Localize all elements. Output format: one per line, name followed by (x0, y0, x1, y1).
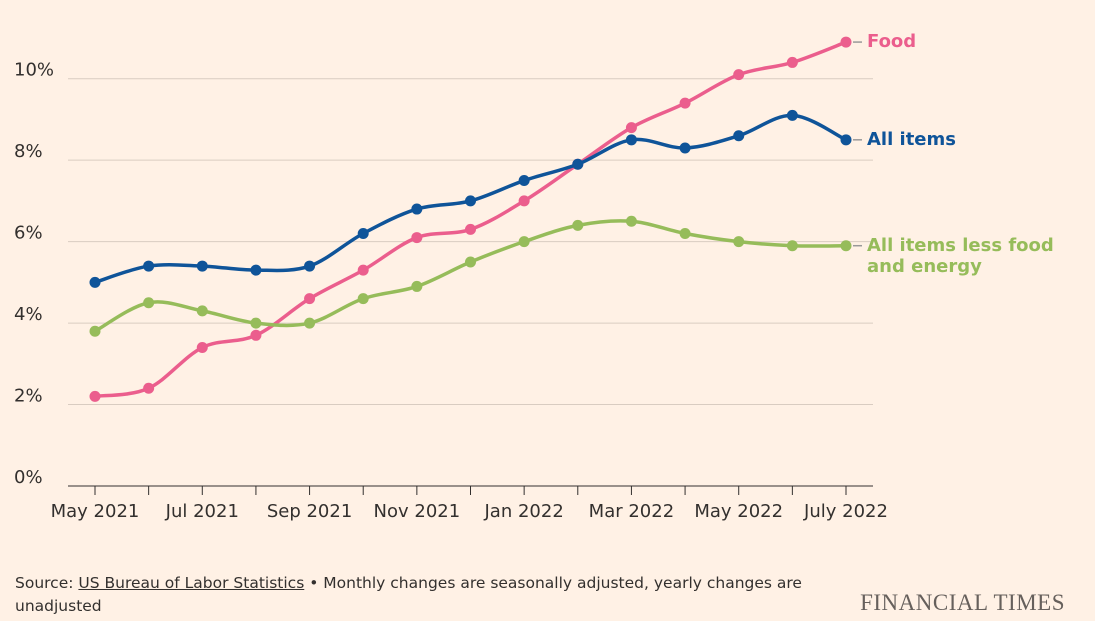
x-tick-label: Jul 2021 (165, 501, 239, 522)
x-tick-label: Mar 2022 (589, 501, 675, 522)
point (518, 175, 530, 187)
point (679, 227, 691, 239)
x-tick-label: May 2021 (51, 501, 140, 522)
point (250, 329, 262, 341)
x-tick-label: Nov 2021 (374, 501, 461, 522)
point (518, 236, 530, 248)
point (89, 390, 101, 402)
point (733, 130, 745, 142)
point (196, 305, 208, 317)
point (196, 260, 208, 272)
series-label: All items less food and energy (867, 234, 1054, 277)
point (465, 223, 476, 235)
series-label: All items (867, 128, 956, 150)
series-line (94, 40, 847, 399)
point (786, 109, 798, 121)
brand: FINANCIAL TIMES (860, 590, 1065, 615)
point (733, 236, 745, 248)
point (143, 382, 155, 394)
x-tick-label: July 2022 (803, 501, 888, 522)
y-tick-label: 0% (14, 467, 43, 488)
y-tick-label: 10% (14, 60, 54, 81)
point (143, 297, 155, 309)
point (89, 325, 101, 337)
point (625, 215, 637, 227)
x-tick-label: Jan 2022 (484, 501, 564, 522)
point (357, 227, 369, 239)
source-link[interactable]: US Bureau of Labor Statistics (78, 574, 305, 592)
point (572, 219, 584, 231)
point (357, 264, 369, 276)
point (518, 195, 530, 207)
point (840, 240, 852, 252)
point (840, 36, 852, 48)
point (304, 317, 316, 329)
y-tick-label: 6% (14, 223, 43, 244)
point (465, 195, 476, 207)
point (89, 276, 101, 288)
point (411, 203, 423, 215)
point (679, 97, 691, 109)
point (840, 134, 852, 146)
x-tick-label: Sep 2021 (267, 501, 352, 522)
point (786, 240, 798, 252)
point (196, 342, 208, 354)
point (411, 232, 423, 244)
x-tick-label: May 2022 (694, 501, 783, 522)
point (465, 256, 476, 268)
point (625, 122, 637, 134)
source-label: Source: (15, 574, 74, 592)
y-tick-label: 2% (14, 386, 43, 407)
point (679, 142, 691, 154)
point (733, 69, 745, 81)
point (625, 134, 637, 146)
y-tick-label: 8% (14, 141, 43, 162)
point (143, 260, 155, 272)
point (250, 317, 262, 329)
point (304, 293, 316, 305)
point (304, 260, 316, 272)
point (357, 293, 369, 305)
footnote: Source: US Bureau of Labor Statistics • … (15, 572, 805, 618)
point (411, 280, 423, 292)
point (572, 158, 584, 170)
point (250, 264, 262, 276)
point (786, 56, 798, 68)
series-line (94, 219, 847, 333)
series-label: Food (867, 31, 917, 53)
note: • Monthly changes are seasonally adjuste… (15, 574, 802, 615)
y-tick-label: 4% (14, 304, 43, 325)
